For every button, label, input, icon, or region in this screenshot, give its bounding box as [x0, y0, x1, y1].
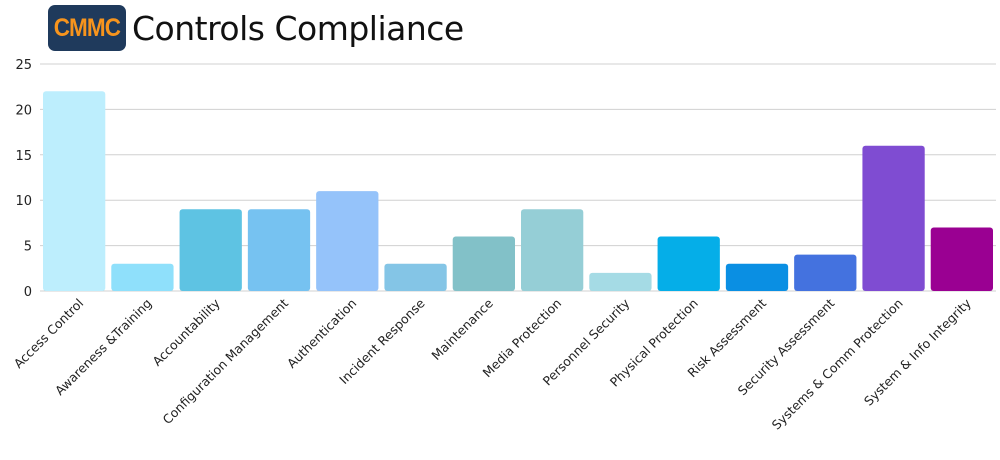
- bar-access-control: [43, 91, 106, 292]
- y-axis-ticks: 0 5 10 15 20 25: [15, 58, 32, 300]
- x-tick-label: Access Control: [11, 296, 87, 372]
- logo-text: CMMC: [53, 13, 121, 42]
- bar-security-assessment: [794, 254, 857, 291]
- page-title: Controls Compliance: [132, 8, 464, 48]
- x-tick-label: Configuration Management: [160, 295, 292, 427]
- cmmc-logo: CMMC: [48, 5, 126, 51]
- y-tick-label: 25: [15, 58, 32, 73]
- x-tick-label: Accountability: [149, 295, 223, 369]
- bar-physical-protection: [657, 236, 720, 291]
- bar-configuration-management: [247, 209, 311, 291]
- bar-accountability: [179, 209, 242, 291]
- bar-system-info-integrity: [930, 227, 993, 291]
- bar-awareness-training: [111, 263, 174, 291]
- y-tick-label: 20: [15, 103, 32, 118]
- x-tick-label: Maintenance: [428, 295, 496, 363]
- x-tick-label: Authentication: [284, 296, 359, 371]
- y-tick-label: 5: [24, 240, 32, 255]
- y-tick-label: 10: [15, 194, 32, 209]
- bar-authentication: [316, 191, 379, 291]
- bar-risk-assessment: [725, 263, 789, 291]
- bars: [43, 91, 993, 292]
- bar-maintenance: [452, 236, 515, 291]
- y-tick-label: 0: [24, 285, 32, 300]
- bar-incident-response: [384, 263, 447, 291]
- bar-systems-comm-protection: [862, 145, 925, 291]
- x-tick-label: Systems & Comm Protection: [769, 296, 906, 433]
- y-tick-label: 15: [15, 149, 32, 164]
- bar-media-protection: [521, 209, 584, 291]
- header: CMMC Controls Compliance: [48, 4, 464, 52]
- bar-personnel-security: [589, 272, 652, 291]
